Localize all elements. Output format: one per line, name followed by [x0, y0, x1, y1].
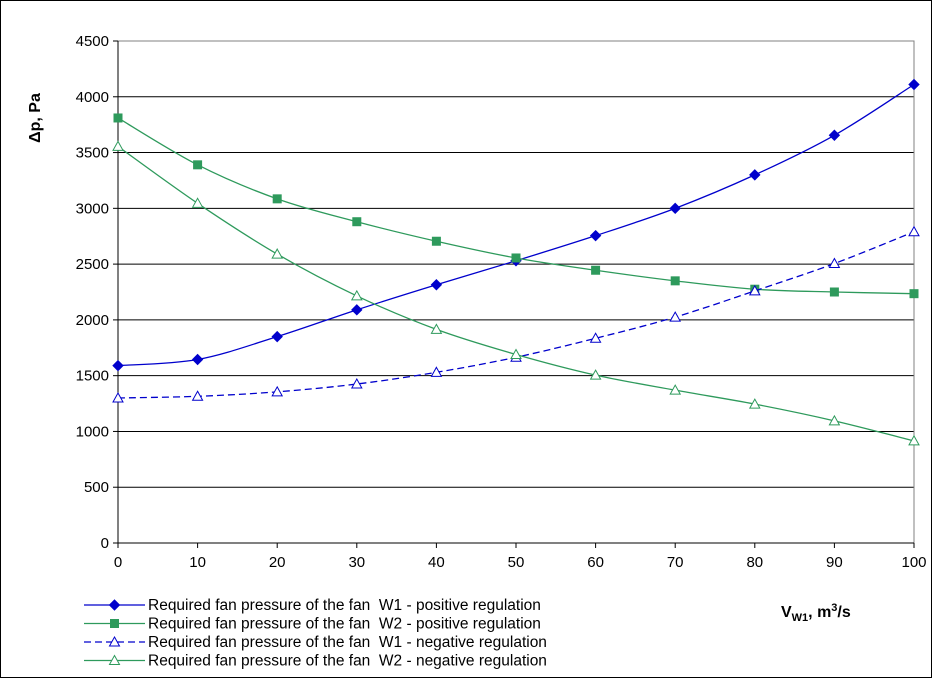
series-4-point-50: [510, 348, 522, 359]
x-axis-label-unit-end: /s: [837, 604, 850, 621]
series-4-point-10: [191, 197, 204, 208]
legend-item-2: Required fan pressure of the fan W2 - po…: [84, 616, 541, 633]
series-3-point-40: [430, 366, 443, 377]
legend-swatch-marker-2: [110, 619, 119, 628]
series-3-point-60: [589, 332, 602, 343]
legend-label-3: Required fan pressure of the fan W1 - ne…: [148, 634, 547, 651]
series-2: [113, 113, 919, 299]
legend-item-3: Required fan pressure of the fan W1 - ne…: [84, 634, 547, 651]
series-3-point-10: [191, 390, 204, 401]
y-tick-label-1500: 1500: [76, 368, 109, 385]
series-1-line: [117, 83, 915, 367]
y-tick-label-1000: 1000: [76, 423, 109, 440]
legend-swatch-marker-1: [108, 599, 121, 611]
series-2-point-30: [352, 217, 362, 227]
series-4-point-80: [748, 398, 761, 409]
series-2-point-100: [909, 289, 919, 299]
series-2-point-10: [193, 160, 203, 170]
x-tick-labels: 0 10 20 30 40 50 60 70 80 90 100: [114, 554, 927, 571]
series-2-line: [117, 117, 915, 295]
series-1-point-10: [191, 353, 204, 366]
series-1-point-0: [112, 359, 124, 372]
x-axis-label: VW1, m3/s: [781, 602, 851, 624]
series-3-point-0: [112, 391, 124, 403]
legend: Required fan pressure of the fan W1 - po…: [84, 597, 547, 670]
y-tick-label-3500: 3500: [76, 145, 109, 162]
series-4-point-40: [430, 323, 443, 334]
x-axis-label-unit: , m: [808, 604, 831, 621]
legend-item-1: Required fan pressure of the fan W1 - po…: [84, 597, 541, 614]
y-tick-label-4000: 4000: [76, 89, 109, 106]
series-2-point-50: [511, 253, 521, 263]
y-tick-label-2000: 2000: [76, 312, 109, 329]
series-3-point-20: [271, 385, 284, 397]
series-4-point-90: [828, 414, 841, 426]
x-tick-label-90: 90: [826, 554, 843, 571]
series-2-point-0: [113, 113, 123, 123]
series-4-point-70: [669, 384, 682, 395]
y-tick-label-0: 0: [101, 535, 109, 552]
series-3-point-90: [828, 257, 841, 269]
series-1-point-70: [669, 202, 681, 215]
y-tick-label-2500: 2500: [76, 256, 109, 273]
series-4-line: [117, 145, 915, 442]
series-1-point-100: [908, 78, 920, 91]
series-4-point-20: [271, 248, 284, 259]
series-2-point-60: [591, 265, 601, 275]
x-tick-label-30: 30: [348, 554, 365, 571]
series-3: [112, 225, 920, 403]
series-3-point-100: [908, 225, 920, 237]
legend-label-1: Required fan pressure of the fan W1 - po…: [148, 597, 541, 614]
series-group: [112, 78, 920, 446]
legend-label-4: Required fan pressure of the fan W2 - ne…: [148, 653, 547, 670]
series-3-line: [117, 231, 915, 399]
series-4-point-30: [350, 289, 363, 301]
series-2-point-70: [670, 276, 680, 286]
y-tick-label-3000: 3000: [76, 200, 109, 217]
x-axis-label-main: V: [781, 604, 792, 621]
series-3-point-70: [669, 311, 682, 322]
x-tick-label-40: 40: [428, 554, 445, 571]
axes: [113, 40, 915, 548]
legend-swatch-marker-4: [108, 654, 121, 665]
series-4-point-0: [112, 140, 124, 151]
x-tick-label-0: 0: [114, 554, 122, 571]
series-1-point-80: [749, 169, 761, 181]
x-axis-label-superscript: 3: [831, 602, 837, 614]
series-1: [112, 78, 920, 372]
x-tick-label-20: 20: [269, 554, 286, 571]
series-2-point-90: [829, 287, 839, 297]
y-tick-labels: 0 500 1000 1500 2000 2500 3000 3500 4000 4500: [76, 33, 109, 552]
series-4-point-60: [589, 369, 602, 380]
plot-area-border: [117, 40, 915, 544]
x-tick-label-50: 50: [508, 554, 525, 571]
series-3-point-80: [748, 284, 761, 296]
series-4: [112, 140, 920, 446]
series-2-point-20: [272, 194, 282, 204]
legend-label-2: Required fan pressure of the fan W2 - po…: [148, 616, 541, 633]
series-2-point-40: [431, 236, 441, 246]
y-tick-label-500: 500: [84, 479, 109, 496]
x-tick-label-70: 70: [667, 554, 684, 571]
series-1-point-90: [828, 129, 841, 141]
x-axis-label-subscript: W1: [792, 612, 809, 624]
series-1-point-40: [430, 279, 443, 291]
legend-item-4: Required fan pressure of the fan W2 - ne…: [84, 653, 547, 670]
series-3-point-30: [350, 378, 363, 389]
x-tick-label-80: 80: [746, 554, 763, 571]
series-1-point-60: [589, 229, 602, 242]
y-axis-label: Δp, Pa: [27, 93, 44, 143]
y-tick-label-4500: 4500: [76, 33, 109, 50]
x-tick-label-60: 60: [587, 554, 604, 571]
series-1-point-20: [271, 330, 283, 343]
x-tick-label-10: 10: [189, 554, 206, 571]
series-1-point-30: [351, 304, 363, 316]
x-tick-label-100: 100: [901, 554, 926, 571]
series-4-point-100: [908, 434, 920, 446]
legend-swatch-marker-3: [108, 635, 121, 647]
